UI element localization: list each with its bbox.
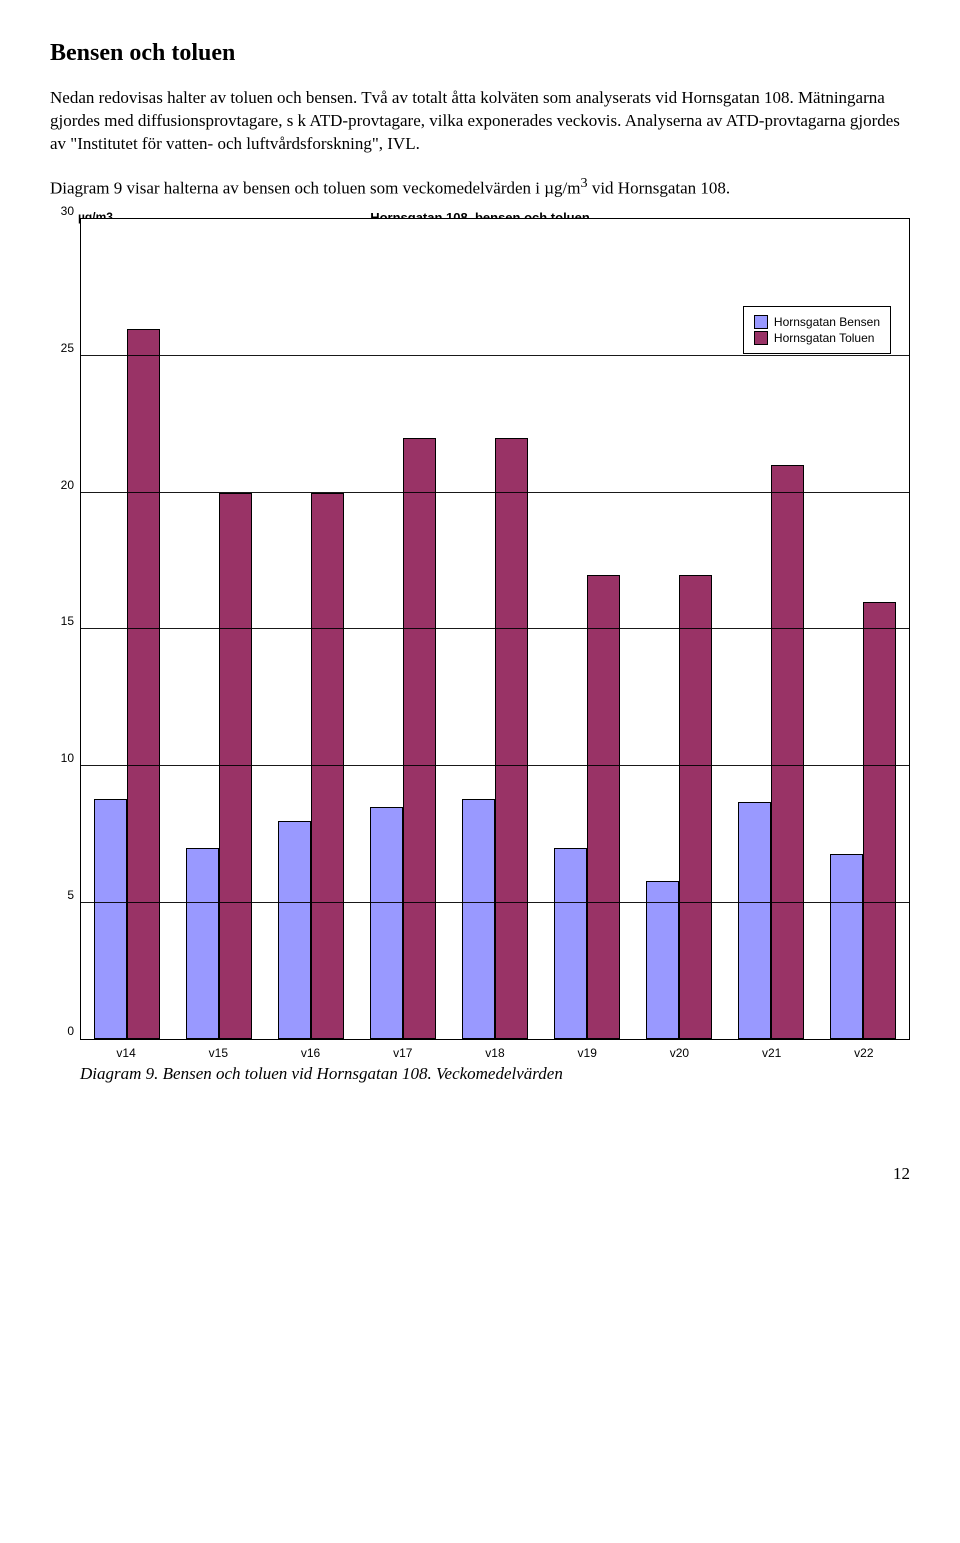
- x-tick-label: v22: [818, 1040, 910, 1060]
- grid-line: [81, 765, 909, 766]
- bar: [403, 438, 436, 1039]
- legend: Hornsgatan Bensen Hornsgatan Toluen: [743, 306, 891, 354]
- grid-line: [81, 628, 909, 629]
- bar: [370, 807, 403, 1039]
- x-tick-label: v21: [726, 1040, 818, 1060]
- bar: [863, 602, 896, 1039]
- bar: [679, 575, 712, 1040]
- bar: [646, 881, 679, 1040]
- bar-group: [633, 219, 725, 1039]
- bar: [219, 493, 252, 1040]
- plot-area: Hornsgatan Bensen Hornsgatan Toluen: [80, 218, 910, 1040]
- x-tick-label: v14: [80, 1040, 172, 1060]
- legend-label: Hornsgatan Toluen: [774, 331, 875, 345]
- bar: [311, 493, 344, 1040]
- legend-swatch: [754, 331, 768, 345]
- bar-group: [541, 219, 633, 1039]
- section-heading: Bensen och toluen: [50, 40, 910, 67]
- bar-group: [173, 219, 265, 1039]
- bar: [462, 799, 495, 1040]
- paragraph-2: Diagram 9 visar halterna av bensen och t…: [50, 174, 910, 201]
- bar: [495, 438, 528, 1039]
- x-tick-label: v15: [172, 1040, 264, 1060]
- bar: [186, 848, 219, 1039]
- legend-label: Hornsgatan Bensen: [774, 315, 880, 329]
- para2-post: vid Hornsgatan 108.: [588, 178, 731, 197]
- legend-swatch: [754, 315, 768, 329]
- bar: [587, 575, 620, 1040]
- x-tick-label: v16: [264, 1040, 356, 1060]
- legend-row: Hornsgatan Bensen: [754, 315, 880, 329]
- para2-sup: 3: [581, 175, 588, 191]
- bar: [771, 465, 804, 1039]
- y-axis: 302520151050: [50, 218, 80, 1038]
- bar: [738, 802, 771, 1040]
- bar: [94, 799, 127, 1040]
- bar: [554, 848, 587, 1039]
- bar-group: [357, 219, 449, 1039]
- bar: [278, 821, 311, 1040]
- grid-line: [81, 902, 909, 903]
- chart-caption: Diagram 9. Bensen och toluen vid Hornsga…: [80, 1064, 910, 1084]
- bar-group: [449, 219, 541, 1039]
- para2-pre: Diagram 9 visar halterna av bensen och t…: [50, 178, 581, 197]
- chart-container: µg/m3 Hornsgatan 108, bensen och toluen …: [50, 218, 910, 1084]
- paragraph-1: Nedan redovisas halter av toluen och ben…: [50, 87, 910, 156]
- legend-row: Hornsgatan Toluen: [754, 331, 880, 345]
- bar: [127, 329, 160, 1040]
- grid-line: [81, 355, 909, 356]
- bar: [830, 854, 863, 1040]
- x-tick-label: v20: [633, 1040, 725, 1060]
- bar-group: [265, 219, 357, 1039]
- grid-line: [81, 492, 909, 493]
- page-number: 12: [50, 1164, 910, 1184]
- x-tick-label: v19: [541, 1040, 633, 1060]
- x-tick-label: v17: [357, 1040, 449, 1060]
- bar-group: [81, 219, 173, 1039]
- x-axis: v14v15v16v17v18v19v20v21v22: [80, 1040, 910, 1060]
- x-tick-label: v18: [449, 1040, 541, 1060]
